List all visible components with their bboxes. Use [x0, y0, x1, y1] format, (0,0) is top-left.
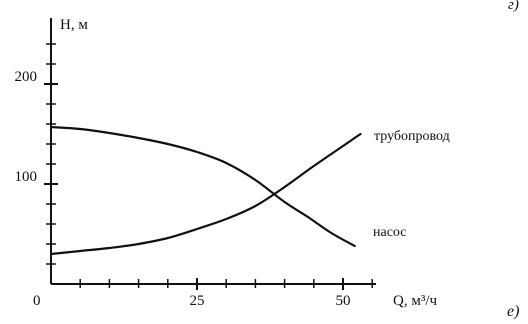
- y-tick-label-100: 100: [15, 169, 38, 185]
- origin-label: 0: [33, 293, 41, 309]
- y-tick-label-200: 200: [15, 69, 38, 85]
- corner-letter-bottom: е): [507, 303, 519, 320]
- ticks-group: [44, 43, 373, 290]
- pump-curve: [49, 125, 356, 248]
- y-axis-label: H, м: [60, 17, 88, 33]
- series-group: [49, 125, 362, 256]
- axes-group: [50, 18, 376, 285]
- pipeline-series-label: трубопровод: [374, 129, 450, 144]
- x-axis-label: Q, м³/ч: [393, 293, 437, 309]
- pipeline-curve: [49, 132, 362, 256]
- corner-letter-top: г): [508, 0, 519, 13]
- x-tick-label-25: 25: [190, 293, 205, 309]
- pump-series-label: насос: [373, 225, 406, 240]
- x-tick-label-50: 50: [336, 293, 351, 309]
